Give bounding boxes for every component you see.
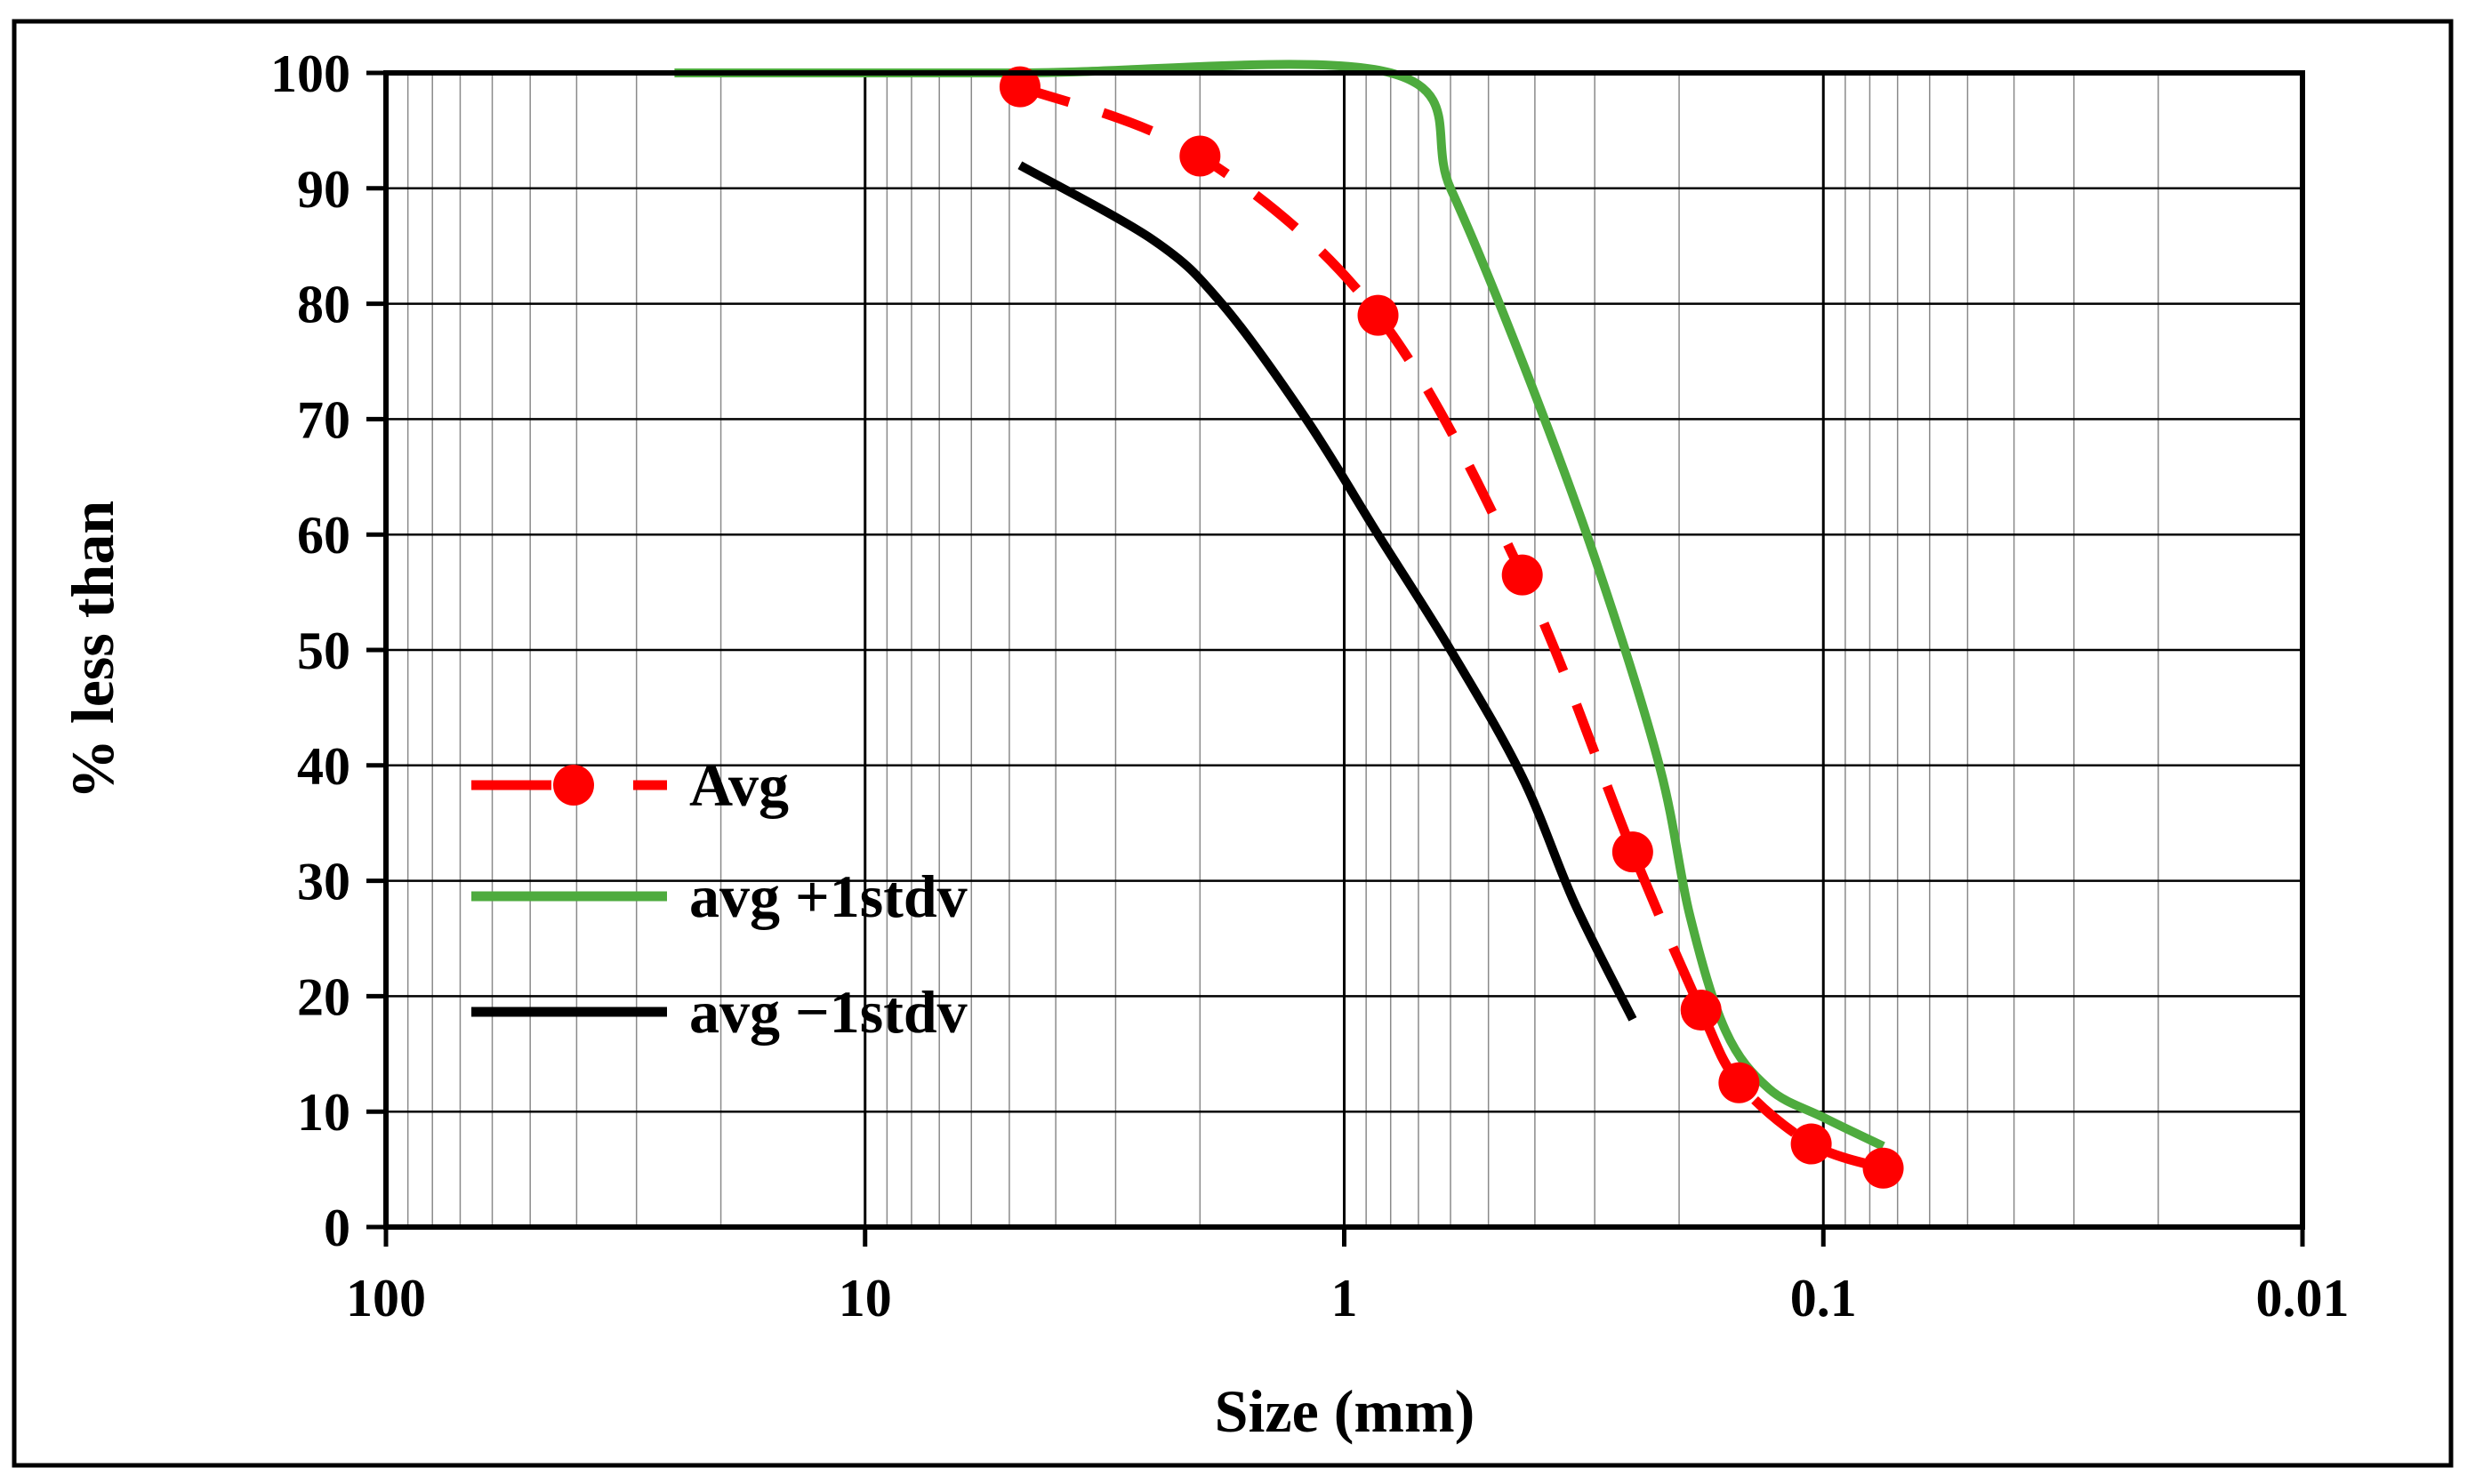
series-marker-avg: [1179, 135, 1221, 177]
series-marker-avg: [1680, 989, 1722, 1031]
series-layer: [674, 60, 1904, 1189]
y-tick-label: 60: [297, 506, 350, 565]
y-tick-label: 0: [324, 1199, 350, 1257]
legend-marker-avg: [553, 765, 594, 806]
y-tick-label: 80: [297, 276, 350, 334]
series-line-avg-1stdv: [674, 60, 1885, 1151]
y-tick-label: 50: [297, 622, 350, 680]
y-axis-title: % less than: [59, 501, 126, 799]
series-marker-avg: [1790, 1123, 1832, 1165]
x-tick-label: 0.1: [1790, 1269, 1857, 1328]
legend-label-avg: Avg: [689, 751, 789, 819]
legend-label-avg-1stdv: avg −1stdv: [689, 978, 968, 1046]
series-marker-avg: [1501, 554, 1543, 596]
y-tick-label: 30: [297, 853, 350, 911]
series-marker-avg: [1862, 1147, 1904, 1189]
series-line-avg-1stdv: [1017, 161, 1637, 1022]
legend: Avg avg +1stdv avg −1stdv: [471, 751, 968, 1046]
x-axis-title: Size (mm): [1215, 1377, 1475, 1445]
outer-frame: [12, 19, 2454, 1468]
series-marker-avg: [1718, 1062, 1760, 1103]
series-marker-avg: [1611, 831, 1653, 873]
series-marker-avg: [999, 66, 1041, 108]
y-tick-label: 10: [297, 1083, 350, 1142]
y-tick-label: 100: [270, 44, 350, 103]
legend-label-avg-1stdv: avg +1stdv: [689, 862, 968, 930]
x-tick-label: 0.01: [2256, 1269, 2350, 1328]
y-tick-label: 90: [297, 160, 350, 219]
y-tick-label: 20: [297, 967, 350, 1026]
x-tick-label: 10: [839, 1269, 892, 1328]
x-tick-label: 1: [1331, 1269, 1358, 1328]
y-tick-label: 70: [297, 390, 350, 449]
series-marker-avg: [1357, 294, 1399, 336]
x-tick-label: 100: [346, 1269, 426, 1328]
y-tick-label: 40: [297, 737, 350, 796]
tick-layer: 0 10 20 30 40 50 60 70 80 90 100 100 10 1 0.1 0.01: [270, 44, 2350, 1328]
